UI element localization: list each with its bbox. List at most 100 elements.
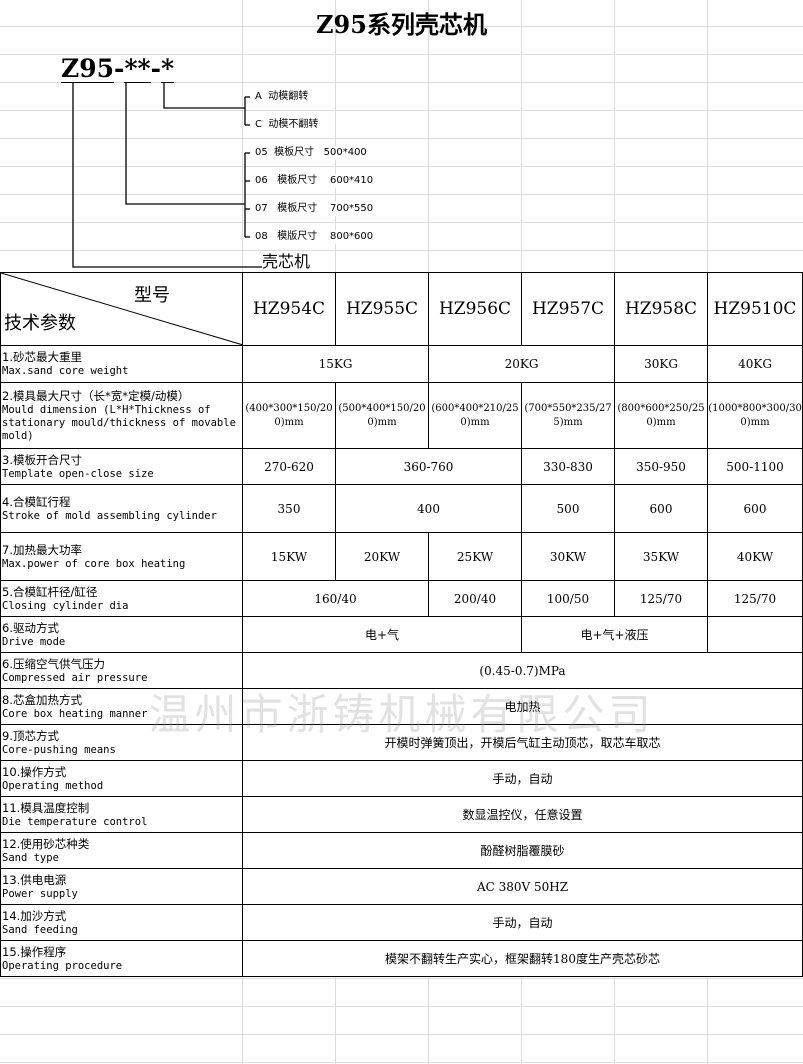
row-label-en: Core-pushing means <box>2 743 116 756</box>
table-row: 4.合模缸行程 Stroke of mold assembling cylinde… <box>0 484 803 533</box>
row-label-en: Template open-close size <box>2 467 154 480</box>
value-cell: 600 <box>614 484 708 533</box>
row-label-zh: 10.操作方式 <box>2 764 67 779</box>
value-cell: (0.45-0.7)MPa <box>242 652 803 689</box>
value-cell: 电+气 <box>242 616 522 653</box>
row-label: 12.使用砂芯种类 Sand type <box>0 832 243 869</box>
model-code-diagram <box>72 82 262 268</box>
option-06: 06 模板尺寸 600*410 <box>253 174 376 188</box>
value-cell: 25KW <box>428 532 522 581</box>
value-cell: 电加热 <box>242 688 803 725</box>
table-row: 9.顶芯方式 Core-pushing means 开模时弹簧顶出，开模后气缸主动顶… <box>0 724 803 761</box>
table-row: 11.模具温度控制 Die temperature control 数显温控仪，任意… <box>0 796 803 833</box>
row-label: 9.顶芯方式 Core-pushing means <box>0 724 243 761</box>
row-label: 11.模具温度控制 Die temperature control <box>0 796 243 833</box>
row-label-zh: 7.加热最大功率 <box>2 542 82 557</box>
table-row: 10.操作方式 Operating method 手动，自动 <box>0 760 803 797</box>
row-label: 1.砂芯最大重里 Max.sand core weight <box>0 345 243 383</box>
row-label: 8.芯盒加热方式 Core box heating manner <box>0 688 243 725</box>
model-header: HZ956C <box>428 272 522 346</box>
value-cell: 电+气+液压 <box>521 616 708 653</box>
spec-table: 型号 技术参数 HZ954C HZ955C HZ956C HZ957C HZ95… <box>0 272 803 977</box>
row-label: 4.合模缸行程 Stroke of mold assembling cylinde… <box>0 484 243 533</box>
row-label-zh: 11.模具温度控制 <box>2 800 90 815</box>
value-cell: 20KW <box>335 532 429 581</box>
model-header: HZ958C <box>614 272 708 346</box>
table-row: 6.驱动方式 Drive mode 电+气 电+气+液压 <box>0 616 803 653</box>
value-cell: 600 <box>707 484 803 533</box>
row-label-zh: 12.使用砂芯种类 <box>2 836 90 851</box>
row-label-en: Max.sand core weight <box>2 365 129 377</box>
row-label-zh: 8.芯盒加热方式 <box>2 692 82 707</box>
value-cell: 30KG <box>614 345 708 383</box>
value-cell: 270-620 <box>242 448 336 485</box>
row-label: 3.模板开合尺寸 Template open-close size <box>0 448 243 485</box>
value-cell: 15KW <box>242 532 336 581</box>
table-row: 3.模板开合尺寸 Template open-close size 270-620 3… <box>0 448 803 485</box>
table-row: 1.砂芯最大重里 Max.sand core weight 15KG 20KG 30KG… <box>0 345 803 383</box>
option-a: A 动模翻转 <box>253 90 311 104</box>
row-label-zh: 9.顶芯方式 <box>2 728 59 743</box>
option-08: 08 模版尺寸 800*600 <box>253 230 376 244</box>
row-label-zh: 6.压缩空气供气压力 <box>2 656 105 671</box>
model-header: HZ955C <box>335 272 429 346</box>
model-heading: 型号 <box>134 285 170 306</box>
row-label-zh: 6.驱动方式 <box>2 620 59 635</box>
value-cell: 330-830 <box>521 448 615 485</box>
row-label: 5.合模缸杆径/缸径 Closing cylinder dia <box>0 580 243 617</box>
value-cell: AC 380V 50HZ <box>242 868 803 905</box>
code-separator: - <box>150 54 161 83</box>
table-row: 8.芯盒加热方式 Core box heating manner 电加热 <box>0 688 803 725</box>
code-flip: * <box>160 54 175 83</box>
option-07: 07 模板尺寸 700*550 <box>253 202 376 216</box>
row-label: 7.加热最大功率 Max.power of core box heating <box>0 532 243 581</box>
value-cell: 125/70 <box>707 580 803 617</box>
model-header: HZ957C <box>521 272 615 346</box>
value-cell: (600*400*210/250)mm <box>428 382 522 449</box>
value-cell: 350-950 <box>614 448 708 485</box>
row-label: 10.操作方式 Operating method <box>0 760 243 797</box>
header-corner: 型号 技术参数 <box>0 272 243 346</box>
value-cell: 500 <box>521 484 615 533</box>
header-row: 型号 技术参数 HZ954C HZ955C HZ956C HZ957C HZ95… <box>0 272 803 346</box>
page-title: Z95系列壳芯机 <box>316 10 487 39</box>
value-cell <box>707 616 803 653</box>
value-cell: 125/70 <box>614 580 708 617</box>
value-cell: 360-760 <box>335 448 522 485</box>
row-label-en: Stroke of mold assembling cylinder <box>2 509 217 522</box>
value-cell: 30KW <box>521 532 615 581</box>
row-label: 6.驱动方式 Drive mode <box>0 616 243 653</box>
value-cell: 手动，自动 <box>242 904 803 941</box>
value-cell: 40KW <box>707 532 803 581</box>
value-cell: (800*600*250/250)mm <box>614 382 708 449</box>
row-label-zh: 14.加沙方式 <box>2 908 67 923</box>
row-label-en: Operating method <box>2 779 104 792</box>
code-series: Z95 <box>61 54 115 83</box>
row-label-zh: 3.模板开合尺寸 <box>2 452 82 467</box>
row-label-en: Mould dimension (L*H*Thickness of statio… <box>2 403 236 442</box>
row-label-en: Die temperature control <box>2 815 148 828</box>
value-cell: 模架不翻转生产实心，框架翻转180度生产壳芯砂芯 <box>242 940 803 977</box>
value-cell: 酚醛树脂覆膜砂 <box>242 832 803 869</box>
table-row: 7.加热最大功率 Max.power of core box heating 15K… <box>0 532 803 581</box>
row-label-zh: 1.砂芯最大重里 <box>2 350 82 364</box>
value-cell: 200/40 <box>428 580 522 617</box>
model-code: Z95-**-* <box>61 54 175 83</box>
table-row: 15.操作程序 Operating procedure 模架不翻转生产实心，框架翻转… <box>0 940 803 977</box>
value-cell: 数显温控仪，任意设置 <box>242 796 803 833</box>
row-label-zh: 5.合模缸杆径/缸径 <box>2 584 98 599</box>
row-label: 15.操作程序 Operating procedure <box>0 940 243 977</box>
option-05: 05 模板尺寸 500*400 <box>253 146 369 160</box>
value-cell: 160/40 <box>242 580 429 617</box>
row-label-en: Operating procedure <box>2 959 123 972</box>
value-cell: 20KG <box>428 345 615 383</box>
value-cell: 15KG <box>242 345 429 383</box>
row-label-en: Sand type <box>2 851 59 864</box>
value-cell: 开模时弹簧顶出，开模后气缸主动顶芯，取芯车取芯 <box>242 724 803 761</box>
value-cell: (500*400*150/200)mm <box>335 382 429 449</box>
row-label-en: Compressed air pressure <box>2 671 148 684</box>
value-cell: 35KW <box>614 532 708 581</box>
option-c: C 动模不翻转 <box>253 118 321 132</box>
value-cell: 400 <box>335 484 522 533</box>
